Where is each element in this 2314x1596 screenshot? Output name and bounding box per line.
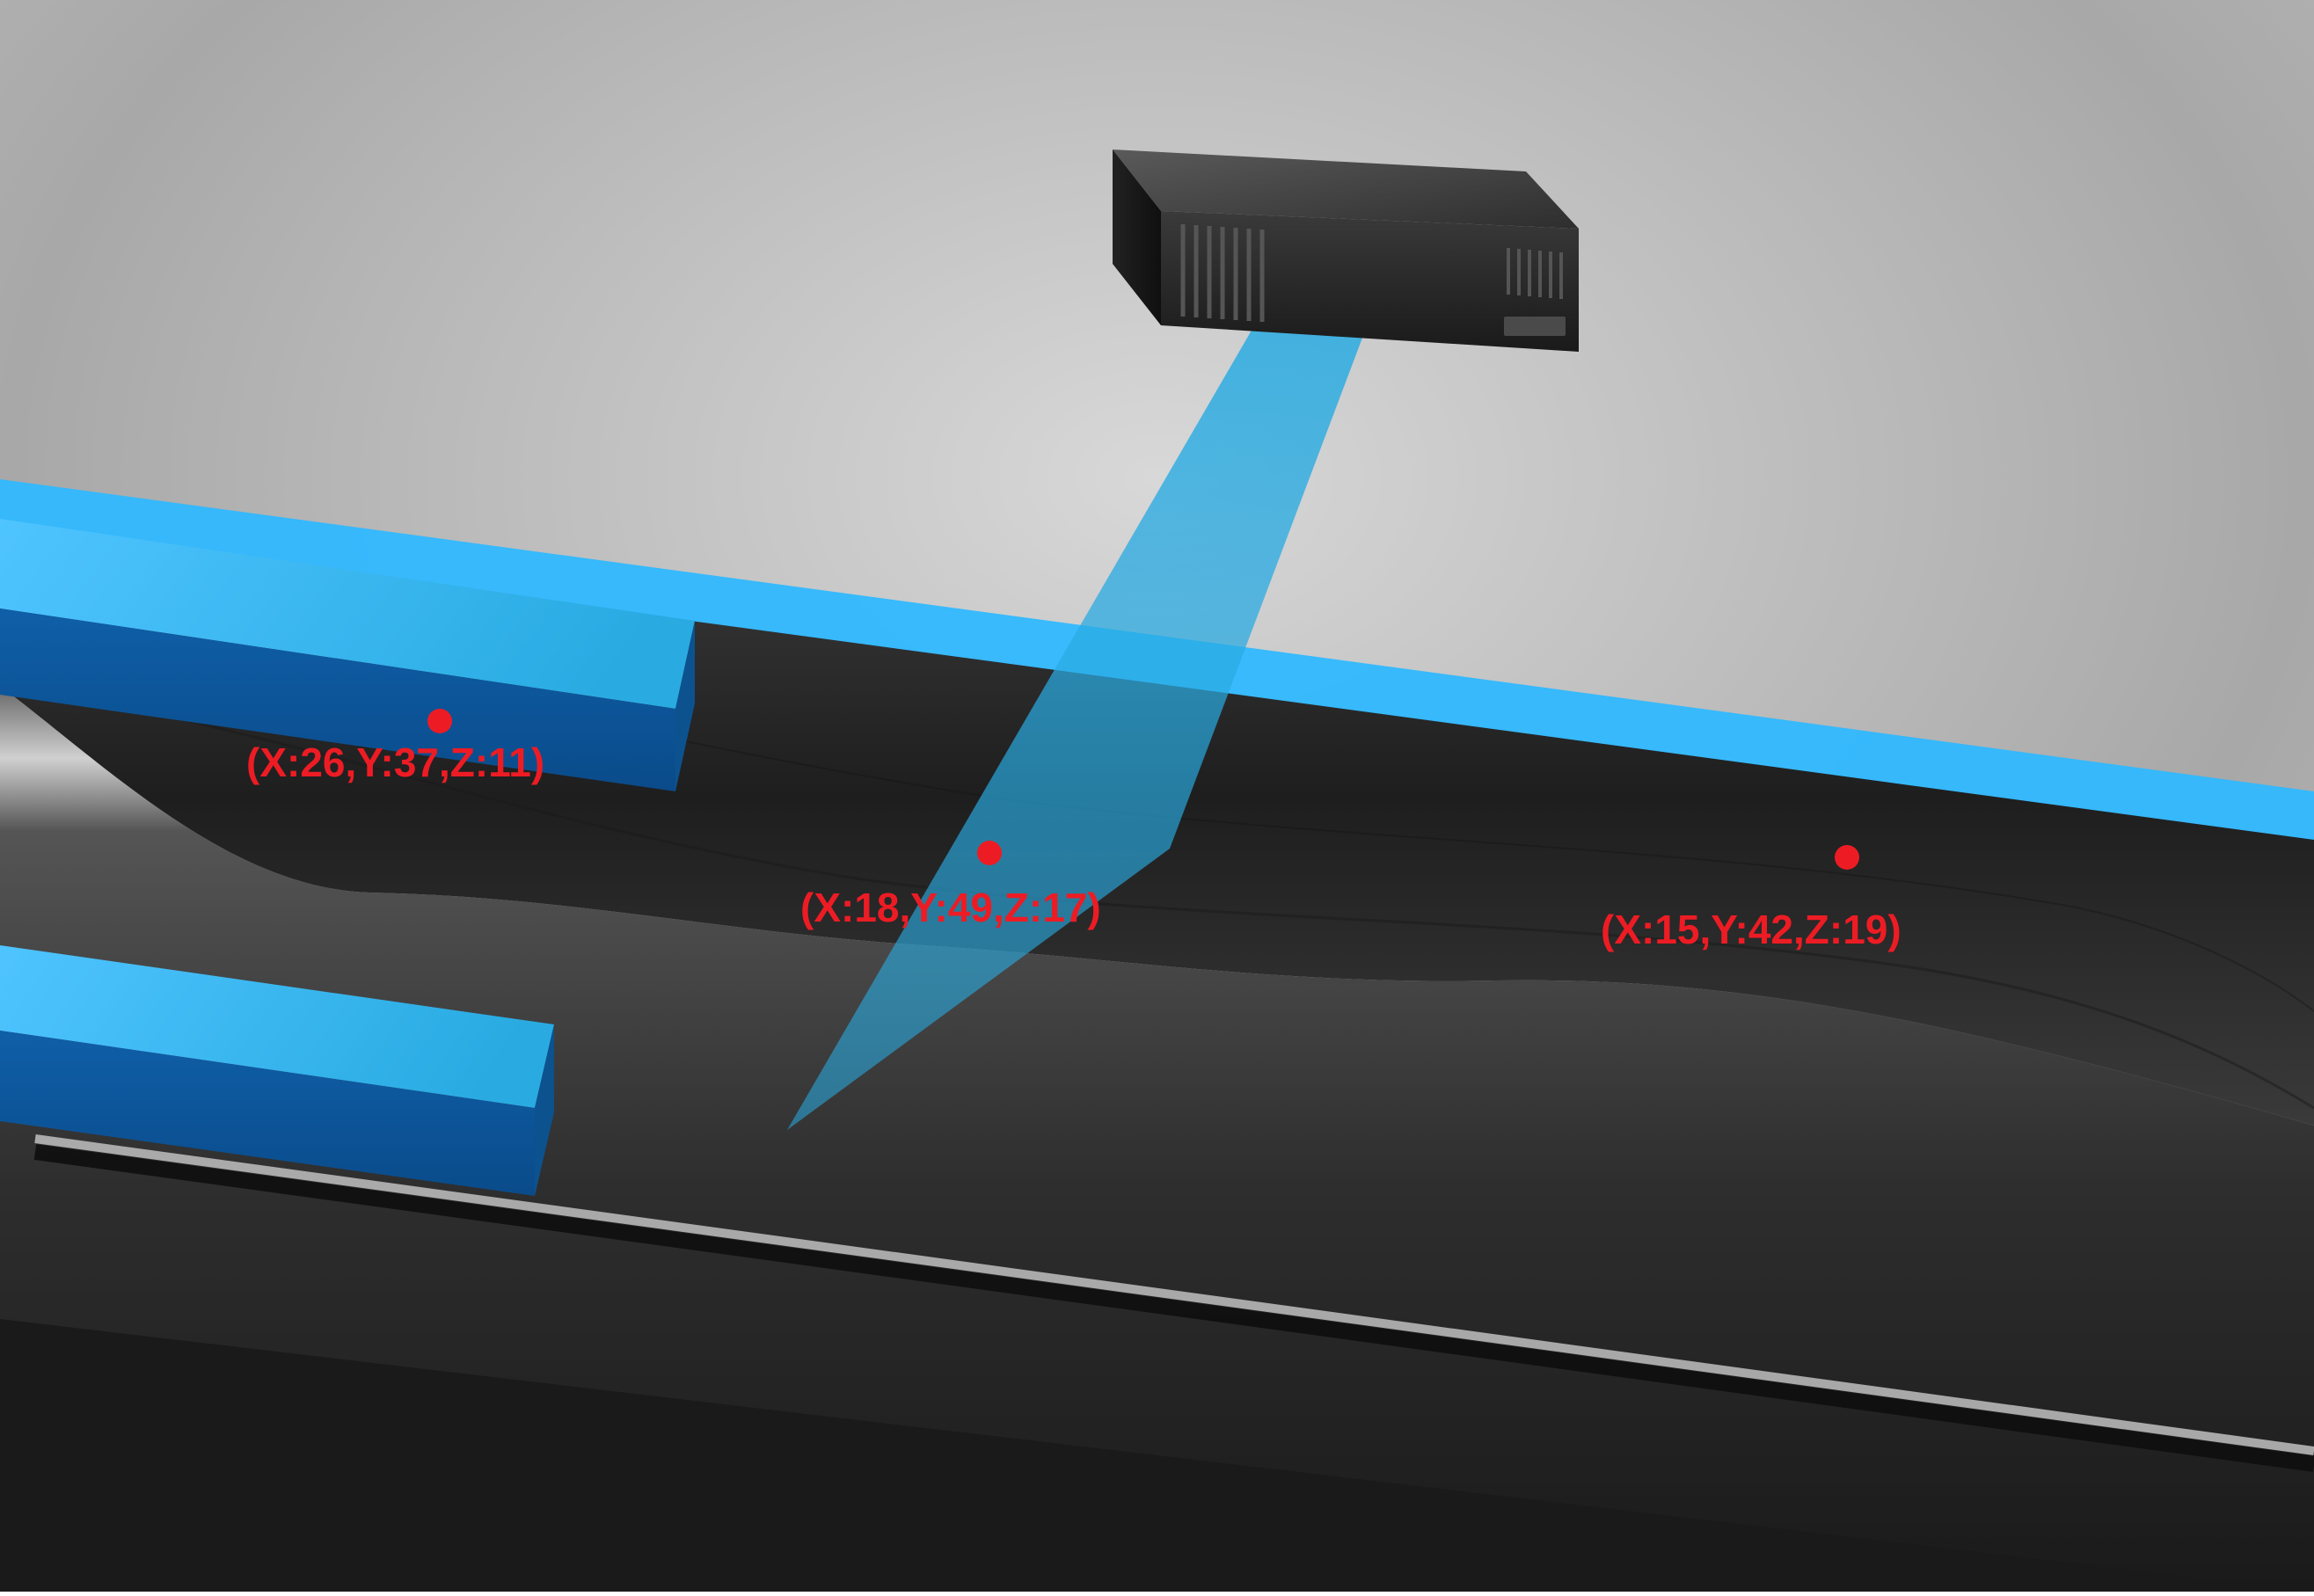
sensor-device	[1113, 149, 1579, 352]
coord-label-0: (X:26,Y:37,Z:11)	[246, 739, 544, 786]
coord-dot-0	[427, 709, 452, 733]
sensor-scan-diagram: (X:26,Y:37,Z:11) (X:18,Y:49,Z:17) (X:15,Y:…	[0, 0, 2314, 1592]
scene-svg	[0, 0, 2314, 1592]
sensor-vents-left	[1183, 224, 1262, 322]
coord-label-1: (X:18,Y:49,Z:17)	[800, 884, 1101, 931]
coord-dot-2	[1835, 845, 1859, 870]
coord-label-2: (X:15,Y:42,Z:19)	[1601, 906, 1902, 953]
sensor-label-plate	[1504, 317, 1566, 336]
coord-dot-1	[977, 841, 1002, 865]
